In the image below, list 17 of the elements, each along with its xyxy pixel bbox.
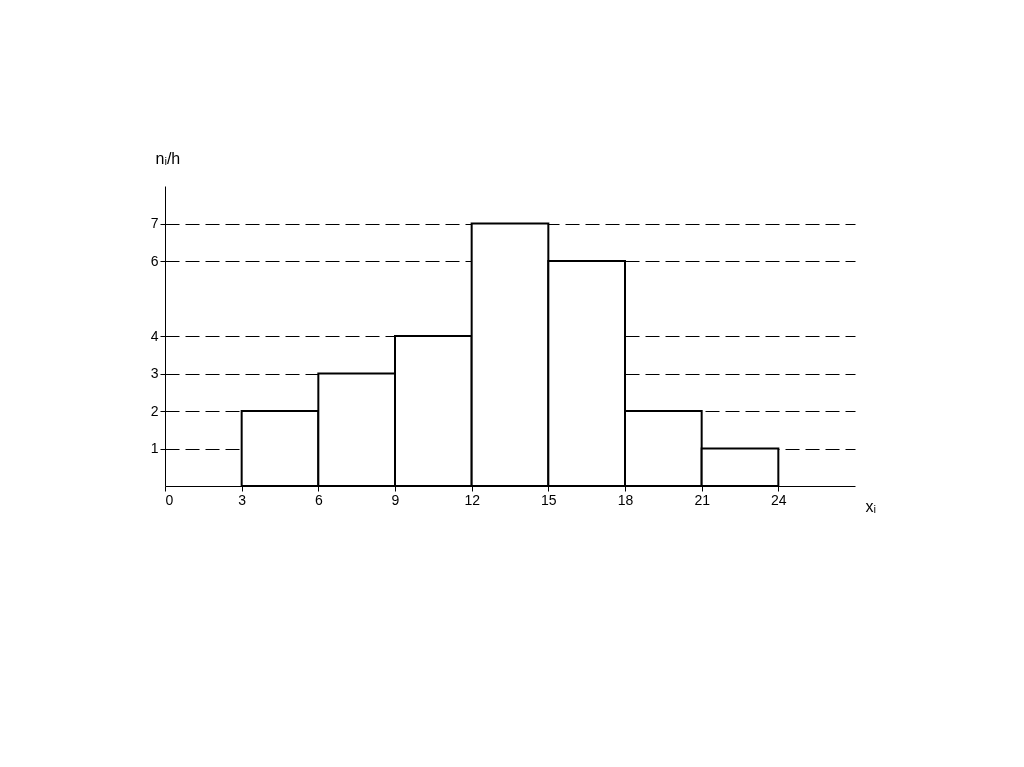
x-tick-label: 15: [541, 491, 557, 508]
y-axis-title: nᵢ/h: [155, 149, 181, 167]
y-tick-label: 1: [150, 440, 159, 456]
y-tick-label: 7: [150, 215, 159, 231]
x-axis-title: xᵢ: [865, 497, 877, 515]
x-tick-label: 6: [314, 491, 323, 508]
x-tick-label: 3: [238, 491, 247, 508]
y-tick-label: 2: [150, 402, 159, 419]
x-tick-label: 12: [464, 491, 481, 508]
y-tick-label: 4: [150, 327, 159, 344]
x-tick-label: 18: [617, 491, 634, 508]
x-tick-label: 0: [165, 491, 174, 508]
x-tick-label: 21: [694, 491, 711, 508]
y-tick-label: 6: [150, 252, 159, 269]
x-tick-label: 24: [771, 491, 787, 508]
x-tick-label: 9: [391, 491, 400, 508]
y-tick-label: 3: [150, 365, 159, 381]
